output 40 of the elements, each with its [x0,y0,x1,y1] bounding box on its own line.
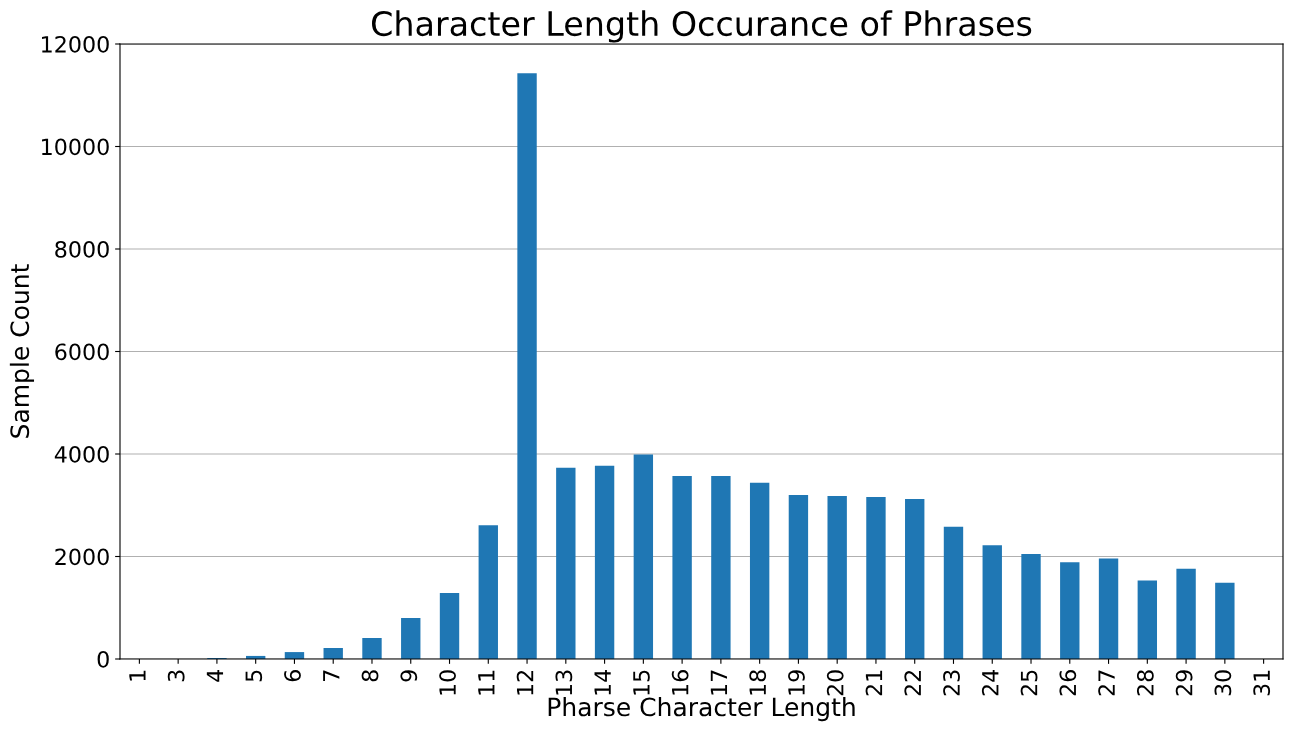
x-tick-label: 30 [1214,670,1232,696]
x-tick-label: 21 [865,670,883,696]
chart-title: Character Length Occurance of Phrases [371,10,1032,43]
x-tick-label: 27 [1098,670,1115,696]
x-tick-label: 31 [1253,670,1271,696]
y-tick-label: 0 [97,650,109,668]
x-tick-label: 4 [206,669,224,682]
x-tick-label: 17 [710,670,728,695]
x-tick-label: 28 [1136,670,1154,696]
x-axis-title: Pharse Character Length [548,697,855,722]
y-axis-title: Sample Count [9,264,35,438]
x-tick-label: 6 [284,670,301,682]
x-tick-label: 18 [749,670,767,695]
x-tick-label: 3 [167,670,185,682]
x-tick-label: 12 [516,670,534,695]
x-tick-label: 20 [826,670,844,696]
x-tick-label: 29 [1175,670,1193,696]
x-tick-label: 11 [478,670,495,695]
x-tick-label: 13 [555,670,573,695]
x-tick-label: 7 [323,670,340,682]
x-tick-label: 26 [1059,670,1077,696]
x-tick-label: 1 [129,670,146,681]
y-tick-label: 6000 [55,343,109,361]
x-tick-label: 8 [361,670,379,682]
x-tick-label: 15 [633,670,650,695]
y-tick-label: 10000 [42,138,109,156]
x-tick-label: 22 [904,670,921,696]
x-tick-label: 25 [1020,670,1038,696]
y-tick-label: 12000 [42,35,109,53]
x-tick-label: 14 [594,669,611,695]
y-tick-label: 2000 [55,548,109,566]
x-tick-label: 5 [245,670,263,682]
x-tick-label: 23 [943,670,960,696]
x-tick-label: 19 [788,670,805,695]
x-tick-label: 24 [981,669,999,696]
x-tick-label: 10 [439,670,456,695]
y-tick-label: 4000 [54,445,109,463]
x-tick-label: 9 [400,670,418,682]
y-tick-label: 8000 [55,240,109,258]
x-tick-label: 16 [671,670,689,695]
